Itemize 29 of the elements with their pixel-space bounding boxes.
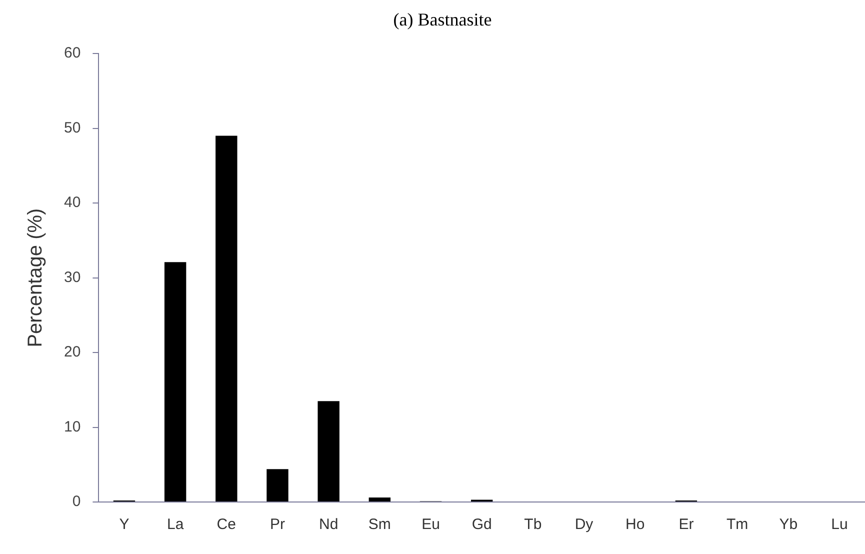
x-tick-label: Ho [626,516,645,534]
x-tick-label: Lu [831,516,848,534]
x-tick-label: Tm [726,516,748,534]
x-tick-label: Dy [574,516,594,534]
x-tick-label: Gd [472,516,492,534]
bar [266,469,288,502]
x-tick-label: Y [119,516,130,534]
chart-title: (a) Bastnasite [393,10,492,30]
y-tick-label: 20 [64,344,81,361]
x-tick-label: La [166,516,184,534]
y-tick-label: 50 [64,119,81,136]
x-tick-label: Ce [216,516,236,534]
bar [368,498,391,502]
y-tick-label: 30 [64,268,81,286]
x-tick-label: Sm [368,516,391,534]
x-tick-label: Pr [270,516,285,534]
bar [318,401,340,502]
bar [164,262,186,502]
x-tick-label: Er [678,516,694,534]
x-tick-label: Yb [779,516,798,534]
y-tick-label: 60 [64,44,81,62]
bar [216,136,238,502]
y-tick-label: 10 [64,418,81,436]
x-tick-label: Eu [422,516,440,534]
x-tick-label: Nd [318,516,338,534]
y-axis-title: Percentage (%) [24,208,47,348]
y-tick-label: 0 [72,493,81,510]
y-tick-label: 40 [64,194,81,212]
x-tick-label: Tb [524,516,542,534]
